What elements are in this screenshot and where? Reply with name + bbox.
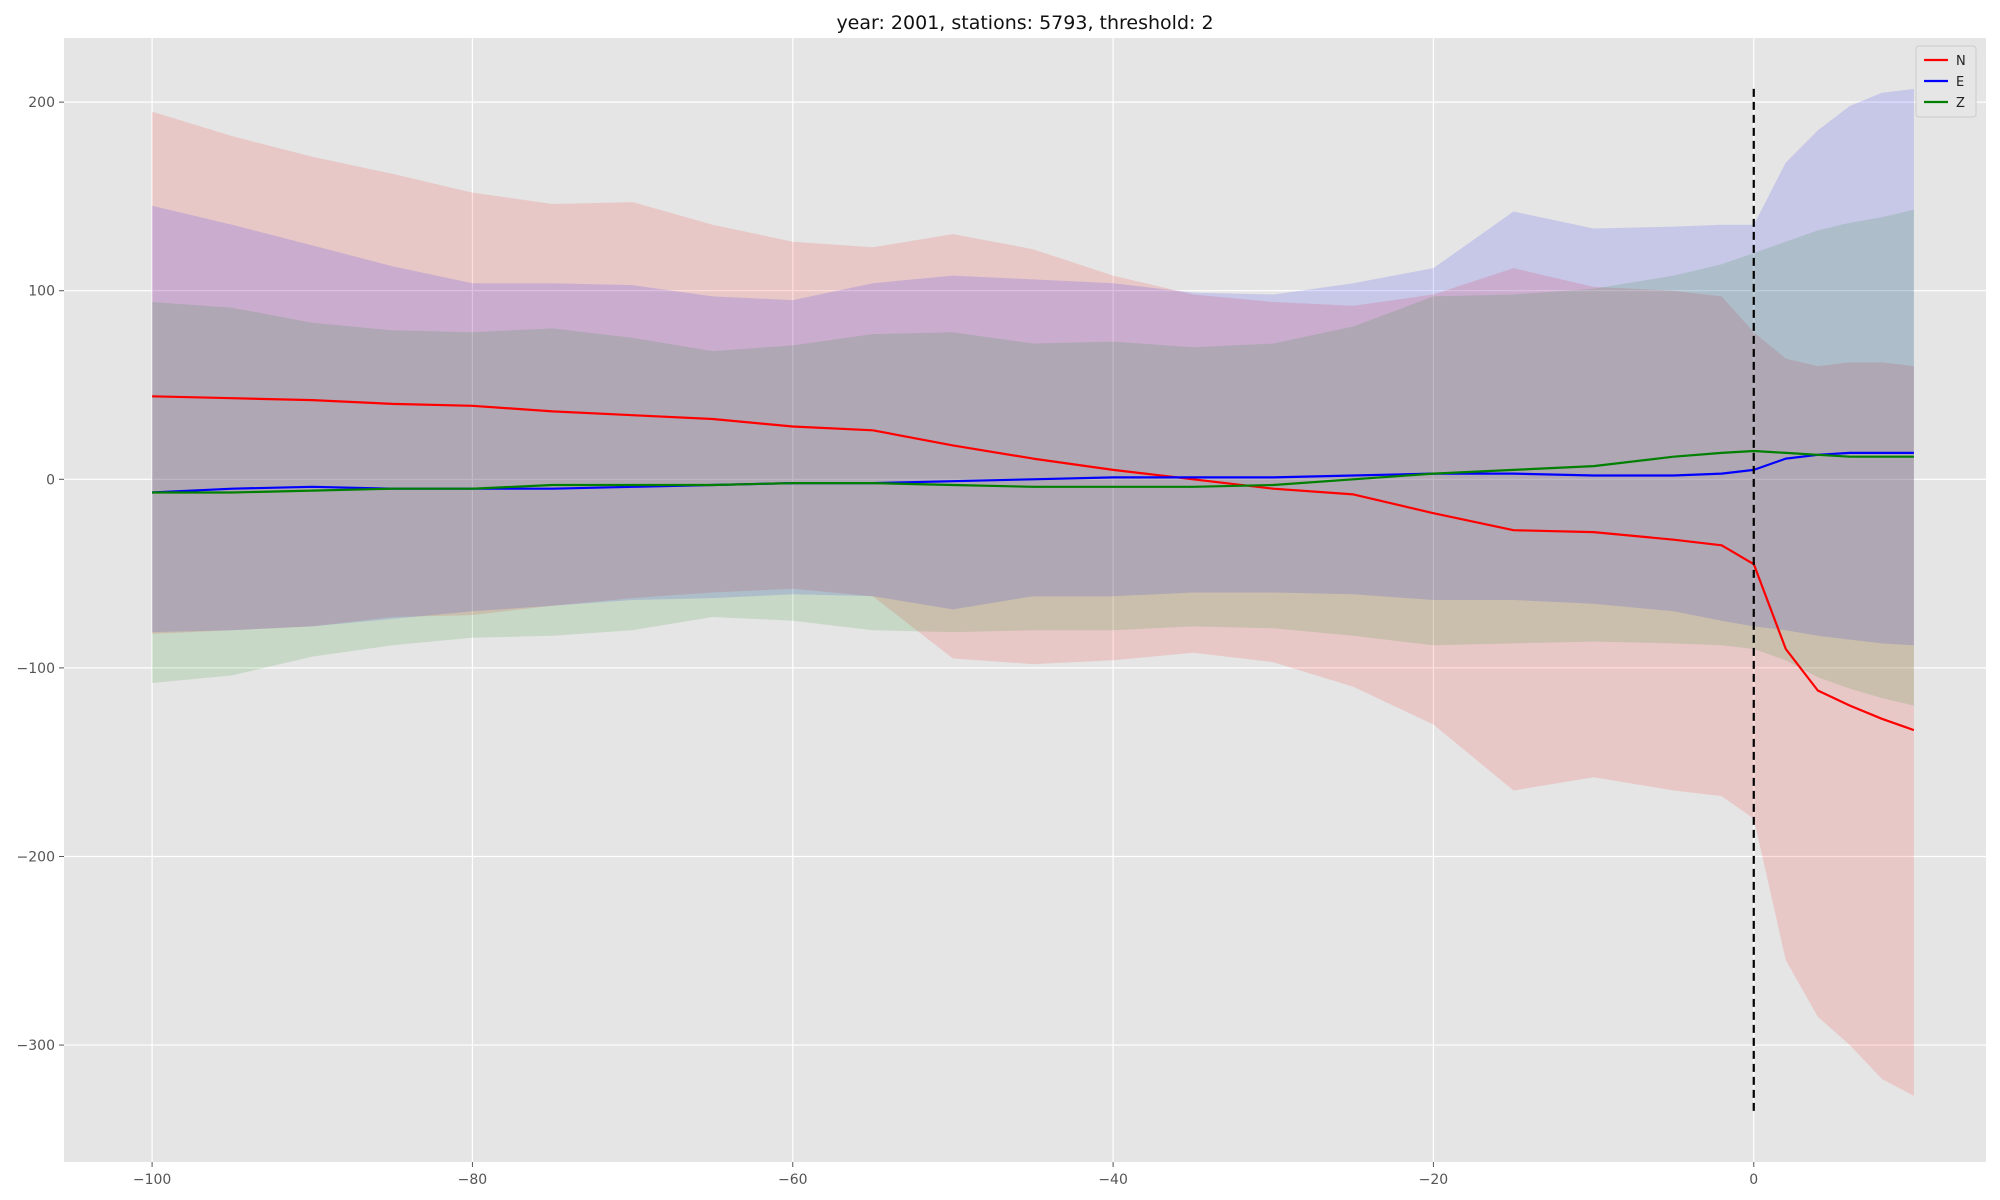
legend: NEZ [1915,45,1977,118]
band-n [152,111,1914,1097]
series-line-n [152,395,1915,732]
y-axis-ticks: −300 −200 −100 0 100 200 [17,95,64,1054]
x-axis-ticks: −100 −80 −60 −40 −20 0 [133,1162,1758,1188]
legend-label-e: E [1956,75,1964,90]
band-e [152,88,1914,646]
x-tick-label-1: −80 [458,1172,488,1188]
x-tick-label-4: −20 [1419,1172,1449,1188]
legend-label-z: Z [1956,96,1965,111]
x-tick-label-0: −100 [133,1172,171,1188]
y-tick-label-2: −100 [17,661,55,677]
y-tick-label-4: 100 [28,284,55,300]
series-line-e [152,451,1914,494]
y-tick-label-3: 0 [46,472,55,488]
y-tick-label-5: 200 [28,95,55,111]
series-line-z [152,449,1914,494]
legend-label-n: N [1956,54,1966,69]
x-tick-label-3: −40 [1098,1172,1128,1188]
plot-area [64,38,1986,1162]
x-tick-label-2: −60 [778,1172,808,1188]
y-tick-label-1: −200 [17,849,55,865]
y-tick-label-0: −300 [17,1038,55,1054]
series-lines [152,395,1915,732]
x-tick-label-5: 0 [1749,1172,1758,1188]
chart-title: year: 2001, stations: 5793, threshold: 2 [836,12,1213,34]
